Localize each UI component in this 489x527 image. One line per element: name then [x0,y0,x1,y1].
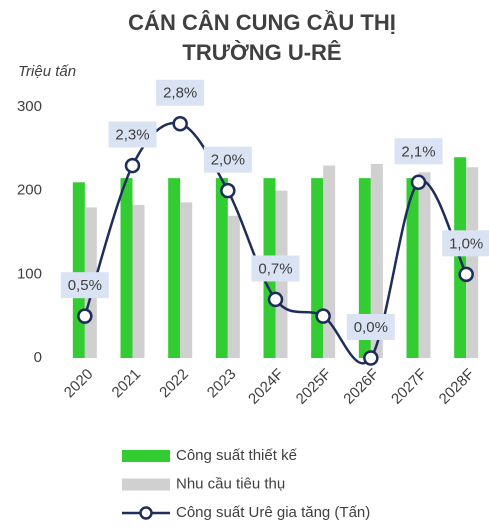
y-axis-label: Triệu tấn [18,63,76,80]
data-label-box [203,146,252,173]
data-label-box [394,138,443,165]
line-point [363,350,379,366]
data-label-box [60,272,109,299]
x-tick-label: 2027F [388,366,430,408]
x-tick-label: 2026F [340,366,382,408]
x-tick-label: 2028F [436,366,478,408]
bar [466,167,479,358]
legend-label: Công suất Urê gia tăng (Tấn) [176,504,370,521]
y-tick-label: 0 [34,349,42,366]
chart-title: CÁN CÂN CUNG CẦU THỊ [128,10,396,35]
bar [180,202,193,358]
chart-title: TRƯỜNG U-RÊ [182,40,341,65]
data-label: 2,8% [163,85,197,102]
line-point [410,174,427,191]
y-tick-label: 100 [17,265,42,282]
line-point [267,291,284,308]
x-tick-label: 2020 [61,366,97,402]
data-label: 2,3% [115,127,149,144]
line-point [220,182,236,199]
data-label-box [442,230,489,257]
bar [311,178,324,358]
x-tick-label: 2024F [245,366,287,408]
data-label-box [251,255,300,282]
bar [370,163,383,358]
legend-swatch [139,506,153,520]
y-tick-label: 200 [17,182,42,199]
line-point [315,308,331,324]
data-label: 0,5% [68,277,102,294]
line-point [124,157,141,174]
y-tick-label: 300 [17,98,42,115]
bar [120,178,133,358]
x-tick-label: 2025F [293,366,335,408]
x-tick-label: 2023 [204,366,240,402]
legend-swatch [122,478,170,491]
bar [168,178,181,358]
legend-label: Công suất thiết kế [176,447,298,464]
data-label-box [346,314,395,340]
line-point [172,115,188,132]
bar [132,204,145,358]
data-label: 2,0% [211,152,245,169]
data-label: 0,0% [354,319,388,336]
legend-label: Nhu cầu tiêu thụ [176,475,285,492]
bar [358,178,371,358]
x-tick-label: 2022 [156,366,192,402]
x-tick-label: 2021 [109,366,145,402]
data-label-box [156,79,205,106]
line-point [77,308,93,324]
bar [418,172,431,358]
legend-swatch [122,450,170,462]
bar [72,182,85,358]
data-label: 2,1% [401,143,435,160]
bar [215,178,228,358]
data-label: 1,0% [449,235,483,252]
bar [227,215,240,358]
bar [406,178,419,358]
line-point [458,266,474,283]
data-label-box [108,121,157,148]
data-label: 0,7% [258,260,292,277]
